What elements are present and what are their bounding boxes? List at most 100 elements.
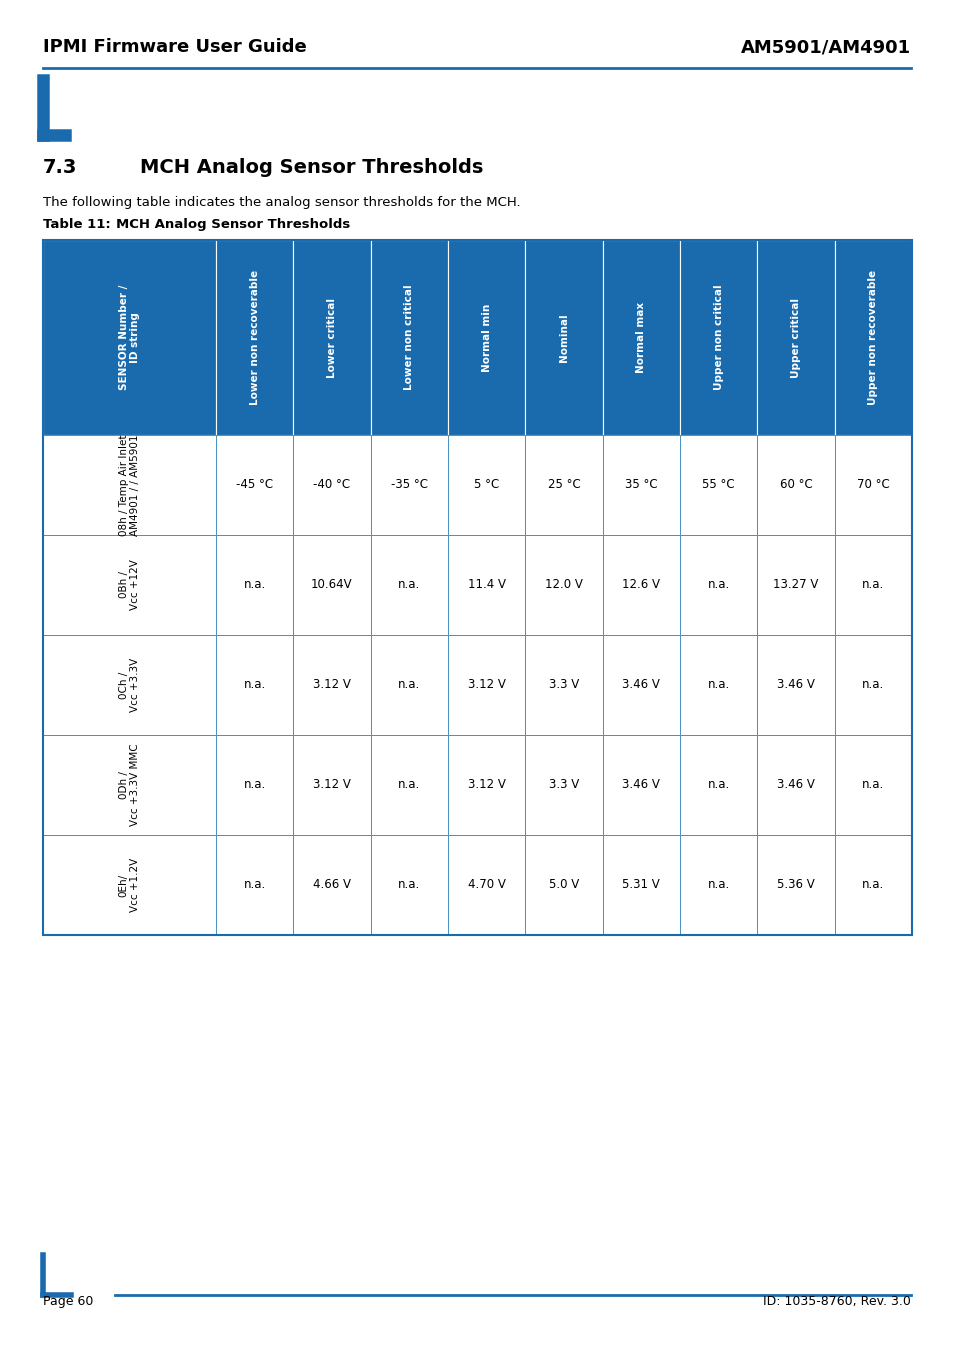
Text: 3.46 V: 3.46 V [777,779,814,791]
Text: 55 °C: 55 °C [701,478,734,491]
Text: n.a.: n.a. [862,579,883,591]
Bar [448,535,525,634]
Bar [757,435,834,535]
Text: n.a.: n.a. [243,579,265,591]
Bar [757,634,834,734]
Text: n.a.: n.a. [397,779,420,791]
Text: MCH Analog Sensor Thresholds: MCH Analog Sensor Thresholds [140,158,483,177]
Text: SENSOR Number /
ID string: SENSOR Number / ID string [118,285,140,390]
Text: Upper non recoverable: Upper non recoverable [867,270,878,405]
Text: n.a.: n.a. [707,679,729,691]
Bar [43,535,215,634]
Bar [602,535,679,634]
Text: 5 °C: 5 °C [474,478,498,491]
Text: 08h / Temp Air Inlet
AM4901 / / AM5901: 08h / Temp Air Inlet AM4901 / / AM5901 [118,435,140,536]
Bar [525,734,602,836]
Bar [293,535,370,634]
Bar [370,634,448,734]
Bar [293,240,370,435]
Bar [293,734,370,836]
Text: 7.3: 7.3 [43,158,77,177]
Bar [43,734,215,836]
Bar [525,535,602,634]
Text: 3.12 V: 3.12 V [313,679,351,691]
Bar [215,836,293,936]
Text: Lower non recoverable: Lower non recoverable [250,270,259,405]
Text: n.a.: n.a. [397,579,420,591]
Bar [448,634,525,734]
Bar [215,240,293,435]
Text: 70 °C: 70 °C [856,478,889,491]
Bar [679,435,757,535]
Bar [448,836,525,936]
Text: The following table indicates the analog sensor thresholds for the MCH.: The following table indicates the analog… [43,196,520,209]
Text: -40 °C: -40 °C [313,478,350,491]
Bar [679,240,757,435]
Text: n.a.: n.a. [707,779,729,791]
Bar [834,734,911,836]
Text: 3.12 V: 3.12 V [467,679,505,691]
Bar [602,836,679,936]
Text: 60 °C: 60 °C [779,478,812,491]
Text: Lower non critical: Lower non critical [404,285,414,390]
Bar [602,734,679,836]
Text: 0Ch /
Vcc +3.3V: 0Ch / Vcc +3.3V [118,657,140,713]
Text: Table 11:: Table 11: [43,217,111,231]
Text: 35 °C: 35 °C [624,478,657,491]
Text: 13.27 V: 13.27 V [773,579,818,591]
Text: 5.31 V: 5.31 V [621,879,659,891]
Bar [525,240,602,435]
Bar [602,435,679,535]
Bar [43,240,215,435]
Text: n.a.: n.a. [862,879,883,891]
Text: n.a.: n.a. [397,879,420,891]
Bar [448,435,525,535]
Text: 3.12 V: 3.12 V [313,779,351,791]
Text: n.a.: n.a. [862,779,883,791]
Bar [43,240,911,936]
Bar [370,435,448,535]
Text: MCH Analog Sensor Thresholds: MCH Analog Sensor Thresholds [116,217,350,231]
Bar [448,240,525,435]
Text: Lower critical: Lower critical [327,297,336,378]
Bar [448,734,525,836]
Text: Page 60: Page 60 [43,1295,93,1308]
Bar [215,734,293,836]
Text: IPMI Firmware User Guide: IPMI Firmware User Guide [43,38,307,55]
Bar [602,240,679,435]
Text: 12.6 V: 12.6 V [621,579,659,591]
Text: 3.12 V: 3.12 V [467,779,505,791]
Text: n.a.: n.a. [862,679,883,691]
Text: 4.66 V: 4.66 V [313,879,351,891]
Bar [370,836,448,936]
Text: n.a.: n.a. [397,679,420,691]
Text: n.a.: n.a. [707,579,729,591]
Text: ID: 1035-8760, Rev. 3.0: ID: 1035-8760, Rev. 3.0 [762,1295,910,1308]
Text: AM5901/AM4901: AM5901/AM4901 [740,38,910,55]
Bar [43,836,215,936]
Text: -35 °C: -35 °C [391,478,427,491]
Bar [370,240,448,435]
Text: 3.3 V: 3.3 V [548,779,578,791]
Bar [215,634,293,734]
Text: -45 °C: -45 °C [235,478,273,491]
Bar [834,535,911,634]
Bar [679,734,757,836]
Text: Upper critical: Upper critical [790,297,801,378]
Bar [293,435,370,535]
Bar [293,836,370,936]
Text: 3.46 V: 3.46 V [621,779,659,791]
Text: 0Bh /
Vcc +12V: 0Bh / Vcc +12V [118,559,140,610]
Bar [757,240,834,435]
Bar [525,634,602,734]
Text: n.a.: n.a. [243,879,265,891]
Bar [525,435,602,535]
Text: 0Eh/
Vcc +1.2V: 0Eh/ Vcc +1.2V [118,857,140,913]
Text: 5.0 V: 5.0 V [548,879,578,891]
Bar [834,435,911,535]
Bar [525,836,602,936]
Bar [679,836,757,936]
Bar [43,435,215,535]
Bar [679,535,757,634]
Text: n.a.: n.a. [707,879,729,891]
